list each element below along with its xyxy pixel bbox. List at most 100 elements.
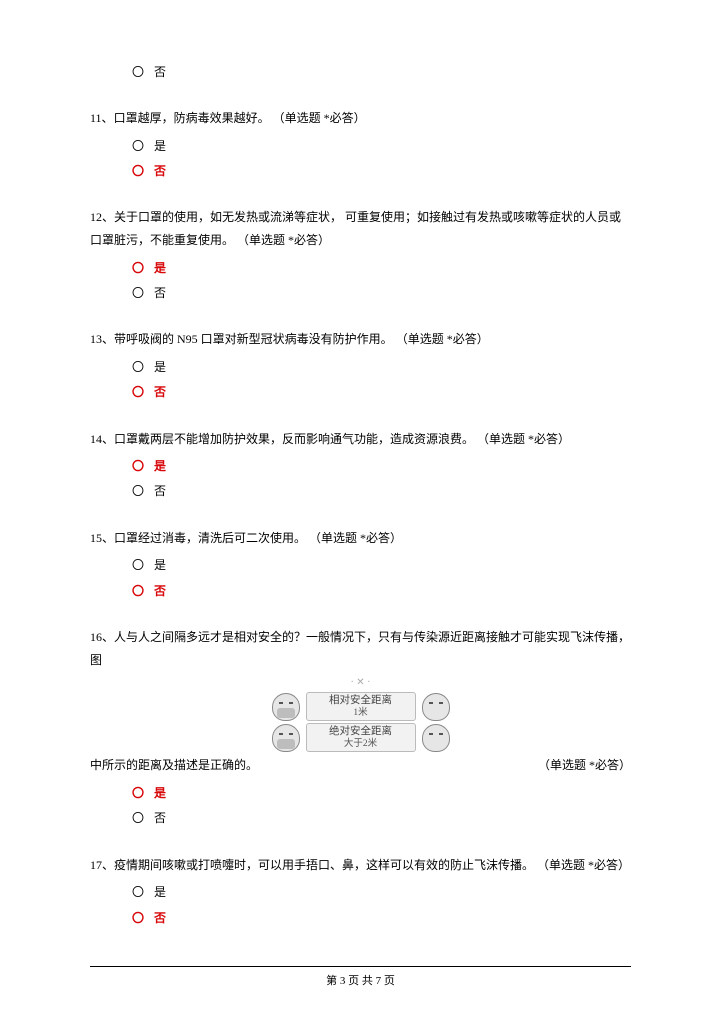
option-no[interactable]: 〇 否 xyxy=(132,380,631,405)
question-14: 14、口罩戴两层不能增加防护效果，反而影响通气功能，造成资源浪费。 （单选题 *… xyxy=(90,428,631,505)
option-label: 是 xyxy=(154,256,166,281)
question-annotation: （单选题 *必答） xyxy=(237,233,330,247)
orphan-options: 〇 否 xyxy=(132,60,631,85)
options: 〇 是 〇 否 xyxy=(132,880,631,930)
option-label: 是 xyxy=(154,134,166,159)
question-annotation: （单选题 *必答） xyxy=(396,332,489,346)
option-yes[interactable]: 〇 是 xyxy=(132,454,631,479)
option-no[interactable]: 〇 否 xyxy=(132,806,631,831)
distance-box-2: 绝对安全距离 大于2米 xyxy=(306,723,416,752)
question-17: 17、疫情期间咳嗽或打喷嚏时，可以用手捂口、鼻，这样可以有效的防止飞沫传播。 （… xyxy=(90,854,631,931)
options: 〇 是 〇 否 xyxy=(132,134,631,184)
option-yes[interactable]: 〇 是 xyxy=(132,256,631,281)
option-label: 是 xyxy=(154,454,166,479)
option-no[interactable]: 〇 否 xyxy=(132,281,631,306)
option-label: 否 xyxy=(154,479,166,504)
question-text-a: 人与人之间隔多远才是相对安全的？一般情况下，只有与传染源近距离接触才可能实现飞沫… xyxy=(90,630,630,667)
question-number: 12、 xyxy=(90,210,114,224)
option-label: 否 xyxy=(154,60,166,85)
radio-icon: 〇 xyxy=(132,159,144,184)
question-text-b: 中所示的距离及描述是正确的。 xyxy=(90,754,258,777)
question-annotation: （单选题 *必答） xyxy=(477,432,570,446)
option-no[interactable]: 〇 否 xyxy=(132,579,631,604)
question-number: 17、 xyxy=(90,858,114,872)
option-label: 否 xyxy=(154,906,166,931)
page-footer: 第 3 页 共 7 页 xyxy=(90,966,631,992)
radio-icon: 〇 xyxy=(132,281,144,306)
option-label: 否 xyxy=(154,806,166,831)
radio-icon: 〇 xyxy=(132,479,144,504)
mask-face-icon xyxy=(272,693,300,721)
option-no[interactable]: 〇 否 xyxy=(132,906,631,931)
distance-box-1: 相对安全距离 1米 xyxy=(306,692,416,721)
diagram-row-2: 绝对安全距离 大于2米 xyxy=(251,723,471,752)
question-annotation: （单选题 *必答） xyxy=(273,111,366,125)
diagram-deco-icon: · ✕ · xyxy=(251,673,471,692)
mask-face-icon xyxy=(272,724,300,752)
radio-icon: 〇 xyxy=(132,380,144,405)
distance-diagram: · ✕ · 相对安全距离 1米 绝对安全距离 大于2米 xyxy=(251,673,471,752)
option-label: 是 xyxy=(154,880,166,905)
question-annotation: （单选题 *必答） xyxy=(538,754,631,777)
question-text: 关于口罩的使用，如无发热或流涕等症状， 可重复使用；如接触过有发热或咳嗽等症状的… xyxy=(90,210,621,247)
radio-icon: 〇 xyxy=(132,781,144,806)
option-yes[interactable]: 〇 是 xyxy=(132,553,631,578)
radio-icon: 〇 xyxy=(132,553,144,578)
option-label: 否 xyxy=(154,579,166,604)
radio-icon: 〇 xyxy=(132,579,144,604)
page-number: 第 3 页 共 7 页 xyxy=(326,975,395,987)
radio-icon: 〇 xyxy=(132,134,144,159)
distance-label: 相对安全距离 xyxy=(315,694,407,707)
question-annotation: （单选题 *必答） xyxy=(309,531,402,545)
question-text: 口罩戴两层不能增加防护效果，反而影响通气功能，造成资源浪费。 xyxy=(114,432,474,446)
question-text: 口罩越厚，防病毒效果越好。 xyxy=(114,111,270,125)
page: 〇 否 11、口罩越厚，防病毒效果越好。 （单选题 *必答） 〇 是 〇 否 1… xyxy=(0,0,721,1020)
options: 〇 是 〇 否 xyxy=(132,454,631,504)
footer-divider xyxy=(90,966,631,967)
question-text: 疫情期间咳嗽或打喷嚏时，可以用手捂口、鼻，这样可以有效的防止飞沫传播。 xyxy=(114,858,534,872)
face-icon xyxy=(422,693,450,721)
radio-icon: 〇 xyxy=(132,806,144,831)
option-label: 是 xyxy=(154,355,166,380)
option-label: 是 xyxy=(154,553,166,578)
question-13: 13、带呼吸阀的 N95 口罩对新型冠状病毒没有防护作用。 （单选题 *必答） … xyxy=(90,328,631,405)
options: 〇 是 〇 否 xyxy=(132,781,631,831)
option-label: 否 xyxy=(154,159,166,184)
option-yes[interactable]: 〇 是 xyxy=(132,781,631,806)
radio-icon: 〇 xyxy=(132,454,144,479)
radio-icon: 〇 xyxy=(132,355,144,380)
question-text: 带呼吸阀的 N95 口罩对新型冠状病毒没有防护作用。 xyxy=(114,332,393,346)
distance-value: 1米 xyxy=(315,708,407,720)
distance-label: 绝对安全距离 xyxy=(315,725,407,738)
radio-icon: 〇 xyxy=(132,60,144,85)
question-number: 15、 xyxy=(90,531,114,545)
question-12: 12、关于口罩的使用，如无发热或流涕等症状， 可重复使用；如接触过有发热或咳嗽等… xyxy=(90,206,631,306)
question-16: 16、人与人之间隔多远才是相对安全的？一般情况下，只有与传染源近距离接触才可能实… xyxy=(90,626,631,832)
option-yes[interactable]: 〇 是 xyxy=(132,880,631,905)
options: 〇 是 〇 否 xyxy=(132,355,631,405)
question-number: 16、 xyxy=(90,630,114,644)
question-11: 11、口罩越厚，防病毒效果越好。 （单选题 *必答） 〇 是 〇 否 xyxy=(90,107,631,184)
question-15: 15、口罩经过消毒，清洗后可二次使用。 （单选题 *必答） 〇 是 〇 否 xyxy=(90,527,631,604)
option-label: 是 xyxy=(154,781,166,806)
radio-icon: 〇 xyxy=(132,256,144,281)
radio-icon: 〇 xyxy=(132,880,144,905)
question-annotation: （单选题 *必答） xyxy=(537,858,630,872)
radio-icon: 〇 xyxy=(132,906,144,931)
options: 〇 是 〇 否 xyxy=(132,553,631,603)
question-number: 14、 xyxy=(90,432,114,446)
question-text: 口罩经过消毒，清洗后可二次使用。 xyxy=(114,531,306,545)
option-no[interactable]: 〇 否 xyxy=(132,159,631,184)
diagram-row-1: 相对安全距离 1米 xyxy=(251,692,471,721)
distance-value: 大于2米 xyxy=(315,739,407,751)
question-number: 11、 xyxy=(90,111,114,125)
option-no[interactable]: 〇 否 xyxy=(132,60,631,85)
face-icon xyxy=(422,724,450,752)
question-text-row: 中所示的距离及描述是正确的。 （单选题 *必答） xyxy=(90,754,631,777)
option-no[interactable]: 〇 否 xyxy=(132,479,631,504)
option-yes[interactable]: 〇 是 xyxy=(132,134,631,159)
option-label: 否 xyxy=(154,380,166,405)
option-label: 否 xyxy=(154,281,166,306)
question-number: 13、 xyxy=(90,332,114,346)
option-yes[interactable]: 〇 是 xyxy=(132,355,631,380)
